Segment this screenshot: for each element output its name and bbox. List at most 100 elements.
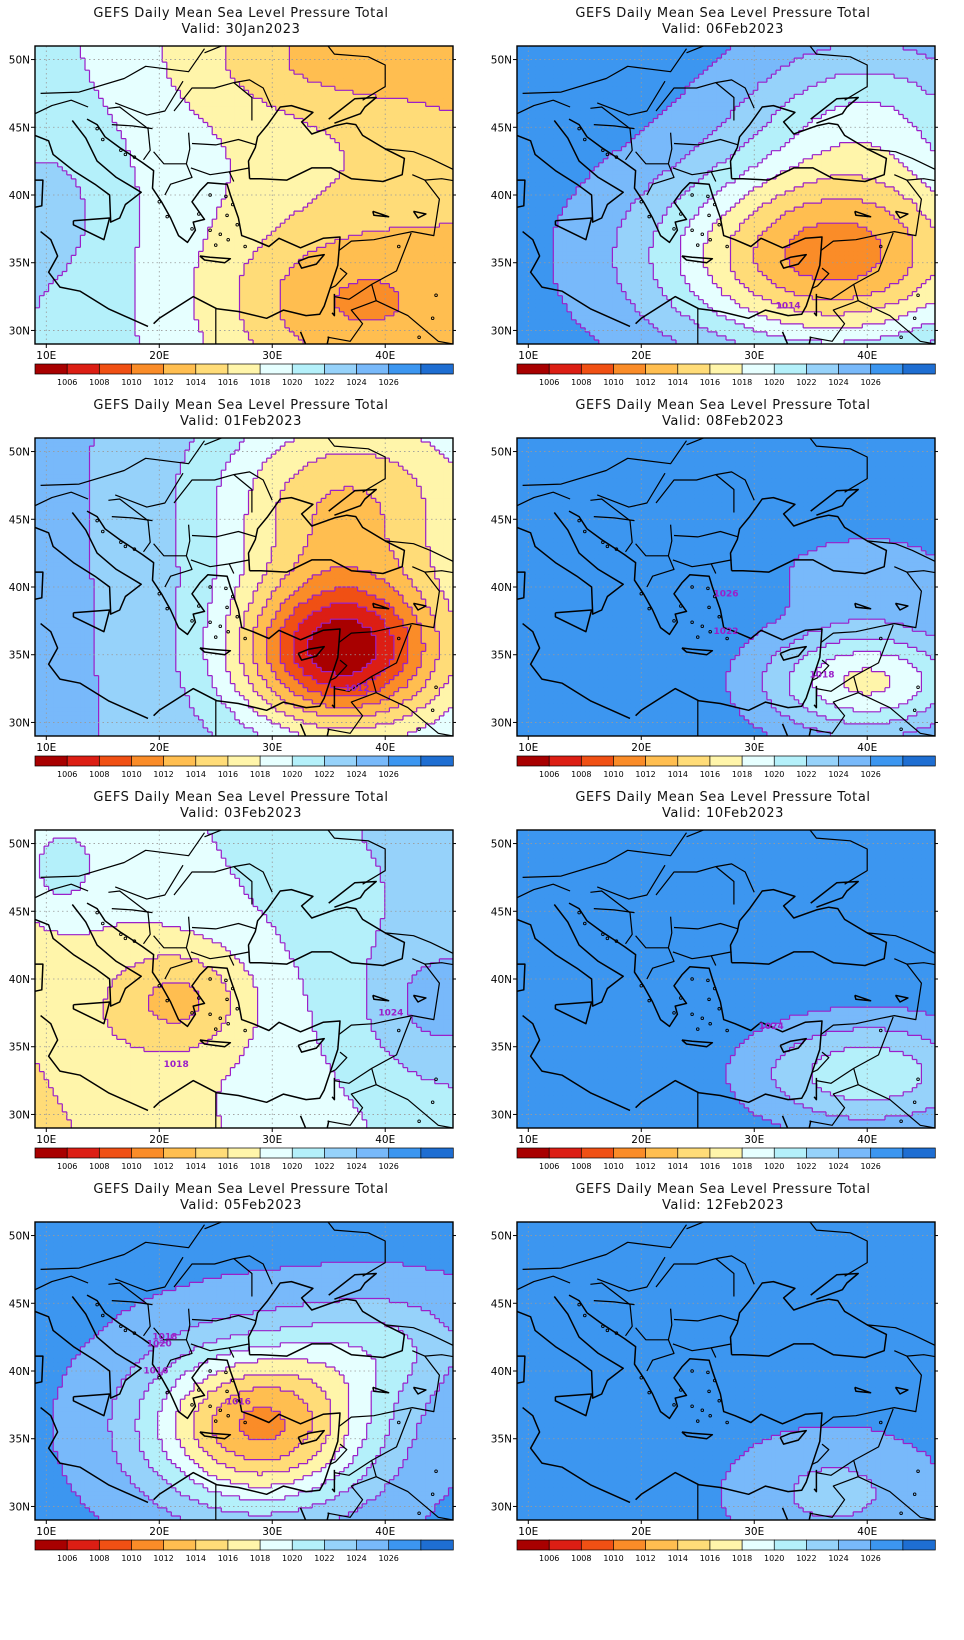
colorbar-label: 1018 [732,770,752,779]
lat-tick-label: 30N [9,1109,30,1121]
isobar-lines [725,538,935,736]
colorbar-swatch [324,755,358,767]
lat-tick-label: 50N [9,55,30,67]
colorbar-swatch [163,363,197,375]
colorbar-swatch [870,1147,904,1159]
gridlines [517,438,935,736]
pressure-shading [35,46,453,344]
colorbar-label: 1024 [828,1162,848,1171]
isobar-label: 1022 [713,627,738,637]
map-panel: GEFS Daily Mean Sea Level Pressure Total… [482,0,964,410]
coastlines [517,96,935,344]
colorbar-label: 1020 [764,378,784,387]
gridlines [517,830,935,1128]
colorbar-swatch [356,755,390,767]
lon-tick-label: 10E [36,742,56,754]
colorbar-swatch [34,755,68,767]
colorbar-swatch [259,1147,293,1159]
colorbar-label: 1008 [571,1162,591,1171]
colorbar-label: 1016 [218,1162,238,1171]
colorbar-label: 1024 [828,1554,848,1563]
country-borders [35,46,453,344]
colorbar-label: 1026 [861,1162,881,1171]
colorbar-label: 1016 [700,770,720,779]
colorbar-label: 1018 [250,378,270,387]
colorbar-swatch [163,755,197,767]
colorbar-label: 1006 [57,770,77,779]
colorbar-label: 1020 [282,1162,302,1171]
colorbar-swatch [227,363,261,375]
colorbar-label: 1022 [314,1162,334,1171]
colorbar-swatch [259,363,293,375]
lat-tick-label: 45N [491,906,512,918]
colorbar-swatch [677,363,711,375]
colorbar-swatch [195,363,229,375]
colorbar-swatch [870,755,904,767]
panel-valid-date: Valid: 10Feb2023 [482,806,964,822]
lat-tick-label: 40N [9,1366,30,1378]
colorbar-swatch [163,1147,197,1159]
colorbar-label: 1018 [250,1554,270,1563]
colorbar-label: 1016 [218,1554,238,1563]
colorbar-label: 1020 [764,1162,784,1171]
colorbar-label: 1026 [379,378,399,387]
pressure-shading: 1014 [517,46,935,344]
lat-tick-label: 40N [491,582,512,594]
colorbar-swatch [195,1539,229,1551]
lat-tick-label: 45N [9,1298,30,1310]
isobar-label: 1024 [378,1008,403,1018]
colorbar-swatch [773,755,808,767]
colorbar-label: 1012 [635,770,655,779]
colorbar-label: 1008 [571,770,591,779]
map-panel: GEFS Daily Mean Sea Level Pressure Total… [482,784,964,1194]
coastlines [35,96,453,344]
panel-title: GEFS Daily Mean Sea Level Pressure Total [0,790,482,806]
colorbar-label: 1022 [314,770,334,779]
lon-tick-label: 40E [857,742,877,754]
lat-tick-label: 40N [9,190,30,202]
colorbar: 1006 1008 1010 1012 1014 1016 1018 1020 1022 1024… [516,363,936,387]
isobar-label: 1016 [143,1367,168,1377]
colorbar-swatch [388,363,422,375]
panel-valid-date: Valid: 03Feb2023 [0,806,482,822]
colorbar-label: 1016 [700,1162,720,1171]
colorbar-swatch [548,1147,582,1159]
colorbar-swatch [806,1147,840,1159]
colorbar-label: 1010 [603,1162,623,1171]
map-panel: GEFS Daily Mean Sea Level Pressure Total… [482,1176,964,1586]
panel-valid-date: Valid: 08Feb2023 [482,414,964,430]
colorbar-label: 1020 [764,770,784,779]
pressure-shading: 1026 1022 1018 [517,438,935,736]
colorbar-label: 1026 [379,770,399,779]
colorbar-label: 1012 [635,378,655,387]
colorbar-swatch [388,1147,422,1159]
colorbar-swatch [131,755,165,767]
isobar-label: 1016 [226,1398,251,1408]
lon-tick-label: 30E [262,350,282,362]
colorbar-label: 1006 [57,1162,77,1171]
lon-tick-label: 20E [631,742,651,754]
colorbar-label: 1012 [153,1162,173,1171]
colorbar-swatch [741,755,775,767]
lon-tick-label: 40E [857,1526,877,1538]
colorbar-label: 1024 [828,770,848,779]
colorbar: 1006 1008 1010 1012 1014 1016 1018 1020 1022 1024… [516,1539,936,1563]
colorbar-swatch [131,1147,165,1159]
lon-tick-label: 10E [36,350,56,362]
lat-tick-label: 35N [491,650,512,662]
lat-tick-label: 40N [491,190,512,202]
map-panel: GEFS Daily Mean Sea Level Pressure Total… [0,784,482,1194]
country-borders [35,830,453,1128]
colorbar-swatch [741,1147,775,1159]
colorbar-swatch [420,363,454,375]
colorbar: 1006 1008 1010 1012 1014 1016 1018 1020 1022 1024… [34,363,454,387]
colorbar-swatch [356,1539,390,1551]
colorbar-swatch [806,363,840,375]
lon-tick-label: 40E [375,742,395,754]
lat-tick-label: 40N [9,974,30,986]
colorbar-label: 1012 [635,1162,655,1171]
lon-tick-label: 20E [149,1526,169,1538]
